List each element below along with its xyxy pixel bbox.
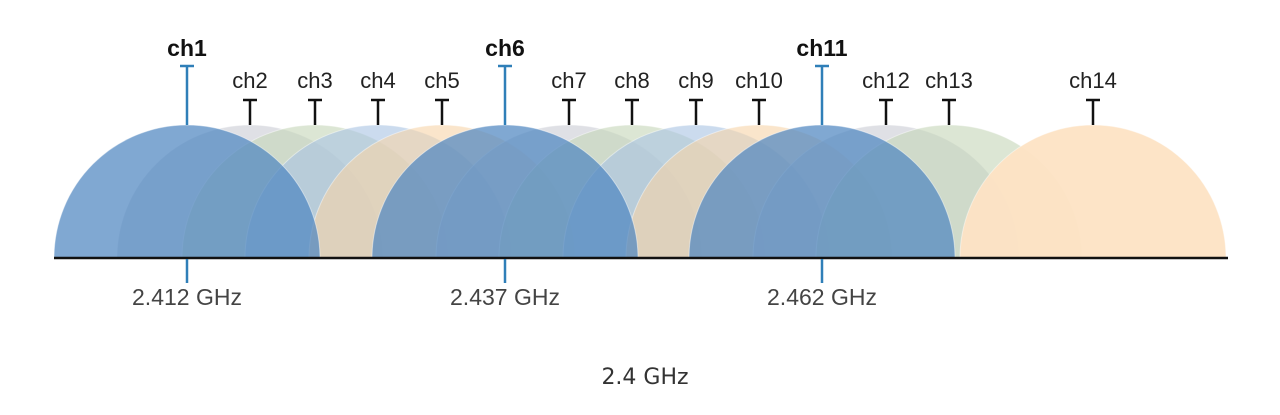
channel-label: ch12 xyxy=(862,68,910,93)
channel-label: ch9 xyxy=(678,68,713,93)
channel-labels: ch1 ch2 ch3 ch4 ch5 ch6 ch7 ch8 ch9 ch10 ch11 ch12 c… xyxy=(132,35,1117,310)
channel-label: ch4 xyxy=(360,68,395,93)
channel-arcs xyxy=(53,124,1227,259)
channel-label: ch14 xyxy=(1069,68,1117,93)
channel-label: ch3 xyxy=(297,68,332,93)
channel-label: ch7 xyxy=(551,68,586,93)
channel-label: ch8 xyxy=(614,68,649,93)
channel-arc xyxy=(371,124,639,259)
channel-label: ch6 xyxy=(485,35,525,61)
frequency-label: 2.437 GHz xyxy=(450,284,560,310)
frequency-label: 2.412 GHz xyxy=(132,284,242,310)
channel-arc xyxy=(959,124,1227,259)
caption: 2.4 GHz xyxy=(601,365,688,390)
channel-label: ch10 xyxy=(735,68,783,93)
channel-label: ch1 xyxy=(167,35,207,61)
channel-label: ch13 xyxy=(925,68,973,93)
channel-arc xyxy=(688,124,956,259)
channel-label: ch2 xyxy=(232,68,267,93)
frequency-label: 2.462 GHz xyxy=(767,284,877,310)
channel-label: ch5 xyxy=(424,68,459,93)
channel-arc xyxy=(53,124,321,259)
channel-label: ch11 xyxy=(796,35,847,61)
